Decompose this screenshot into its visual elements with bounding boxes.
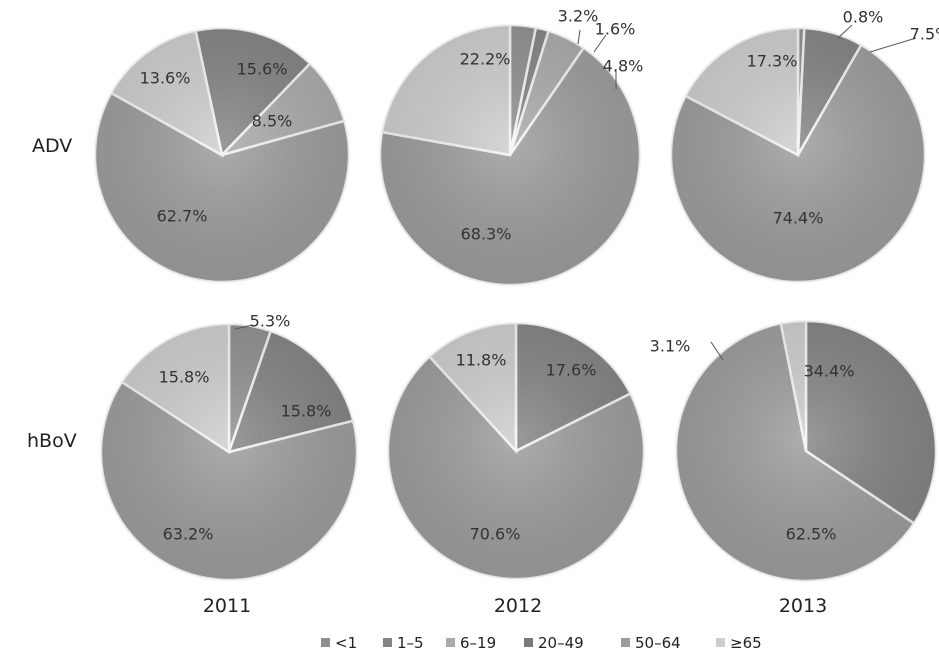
pie-hbov-2013: 34.4% 62.5% 3.1% bbox=[650, 319, 938, 583]
leader-line bbox=[710, 341, 724, 361]
legend-swatch bbox=[524, 638, 533, 647]
slice-label: 3.1% bbox=[650, 337, 691, 356]
legend-label: 50–64 bbox=[635, 634, 681, 652]
slice-label: 74.4% bbox=[773, 209, 824, 228]
row-label-adv: ADV bbox=[32, 135, 72, 157]
slice-label: 5.3% bbox=[250, 312, 291, 331]
row-label-hbov: hBoV bbox=[27, 430, 77, 452]
slice-label: 0.8% bbox=[843, 8, 884, 27]
slice-label: 70.6% bbox=[470, 525, 521, 544]
slice-label: 68.3% bbox=[461, 225, 512, 244]
slice-label: 62.5% bbox=[786, 525, 837, 544]
slice-label: 15.8% bbox=[281, 402, 332, 421]
slice-label: 15.8% bbox=[159, 368, 210, 387]
slice-label: 22.2% bbox=[460, 50, 511, 69]
slice-label: 17.6% bbox=[546, 361, 597, 380]
legend-swatch bbox=[446, 638, 455, 647]
year-label-2012: 2012 bbox=[494, 595, 542, 617]
year-label-2013: 2013 bbox=[779, 595, 827, 617]
slice-label: 63.2% bbox=[163, 525, 214, 544]
slice-label: 15.6% bbox=[237, 60, 288, 79]
pie-hbov-2011: 5.3% 15.8% 63.2% 15.8% bbox=[99, 312, 359, 582]
slice-label: 34.4% bbox=[804, 362, 855, 381]
leader-line bbox=[837, 24, 853, 39]
legend-swatch bbox=[321, 638, 330, 647]
legend-swatch bbox=[716, 638, 725, 647]
legend-swatch bbox=[621, 638, 630, 647]
slice-label: 4.8% bbox=[603, 57, 644, 76]
slice-label: 1.6% bbox=[595, 20, 636, 39]
pie-adv-2011: 15.6% 8.5% 62.7% 13.6% bbox=[93, 26, 351, 284]
slice-label: 13.6% bbox=[140, 69, 191, 88]
legend-label: 20–49 bbox=[538, 634, 584, 652]
leader-line bbox=[869, 37, 917, 53]
leader-line bbox=[234, 324, 254, 330]
slice-label: 3.2% bbox=[558, 7, 599, 26]
pie-hbov-2012: 17.6% 70.6% 11.8% bbox=[386, 321, 646, 581]
slice-label: 62.7% bbox=[157, 207, 208, 226]
legend: <1 1–5 6–19 20–49 50–64 ≥65 bbox=[321, 634, 762, 652]
slice-label: 8.5% bbox=[252, 112, 293, 131]
pie-adv-2013: 0.8% 7.5% 74.4% 17.3% bbox=[669, 8, 939, 284]
leader-line bbox=[577, 29, 581, 45]
slice-label: 11.8% bbox=[456, 351, 507, 370]
pie-charts: 15.6% 8.5% 62.7% 13.6% 3.2%1.6% 4.8% 68.3% 22.2… bbox=[93, 7, 939, 583]
legend-label: <1 bbox=[335, 634, 357, 652]
legend-swatch bbox=[383, 638, 392, 647]
leader-line bbox=[593, 34, 607, 53]
pie-adv-2012: 3.2%1.6% 4.8% 68.3% 22.2% bbox=[378, 7, 644, 287]
legend-label: 6–19 bbox=[460, 634, 496, 652]
legend-label: 1–5 bbox=[397, 634, 424, 652]
legend-label: ≥65 bbox=[730, 634, 762, 652]
slice-label: 7.5% bbox=[910, 25, 939, 44]
pie-slice bbox=[380, 23, 512, 157]
slice-label: 17.3% bbox=[747, 52, 798, 71]
year-label-2011: 2011 bbox=[203, 595, 251, 617]
